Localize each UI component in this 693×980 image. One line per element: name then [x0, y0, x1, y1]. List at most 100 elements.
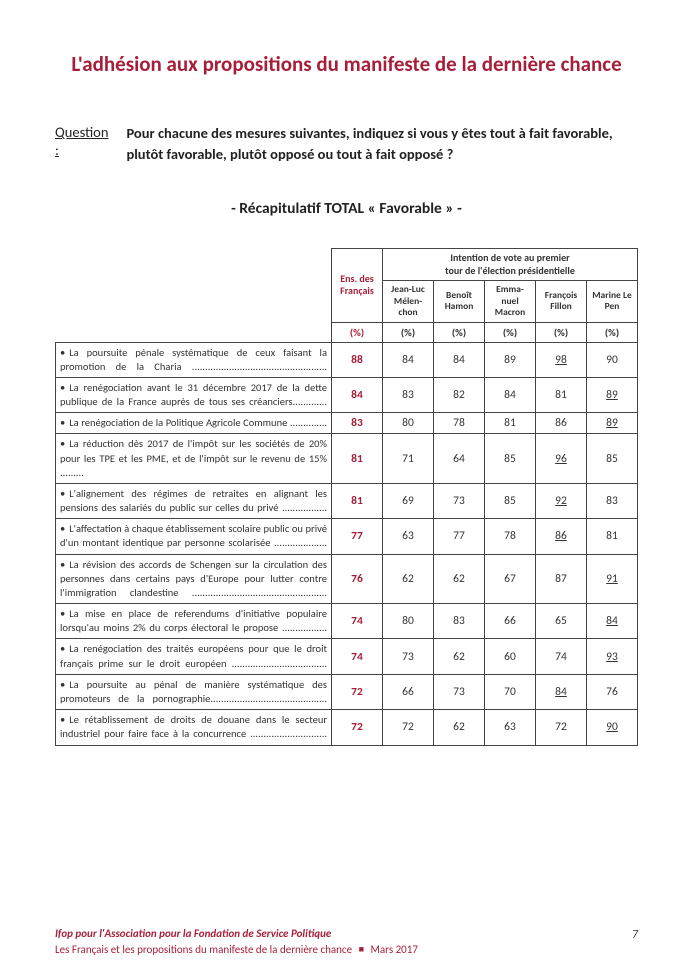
row-main-value: 72 — [332, 674, 383, 709]
results-table: Ens. des Français Intention de vote au p… — [55, 248, 638, 745]
footer-square-icon: ■ — [359, 944, 364, 955]
header-pct-2: (%) — [485, 322, 536, 342]
header-ens: Ens. des Français — [332, 249, 383, 322]
header-cand-1: Benoît Hamon — [434, 281, 485, 322]
row-cell: 85 — [587, 434, 638, 484]
table-row: •La mise en place de referendums d'initi… — [56, 604, 638, 639]
row-cell: 63 — [485, 710, 536, 745]
footer: Ifop pour l'Association pour la Fondatio… — [55, 926, 638, 958]
row-cell: 66 — [485, 604, 536, 639]
row-cell: 73 — [434, 674, 485, 709]
row-label: •La poursuite pénale systématique de ceu… — [56, 342, 332, 377]
table-row: •La révision des accords de Schengen sur… — [56, 554, 638, 604]
row-cell: 89 — [485, 342, 536, 377]
row-label: •La poursuite au pénal de manière systém… — [56, 674, 332, 709]
row-main-value: 74 — [332, 639, 383, 674]
row-cell: 81 — [587, 519, 638, 554]
row-main-value: 76 — [332, 554, 383, 604]
row-cell: 72 — [383, 710, 434, 745]
table-row: •La renégociation avant le 31 décembre 2… — [56, 377, 638, 412]
header-intention-l1: Intention de vote au premier — [450, 251, 569, 264]
row-cell: 89 — [587, 413, 638, 434]
row-cell: 60 — [485, 639, 536, 674]
row-label: •La mise en place de referendums d'initi… — [56, 604, 332, 639]
row-cell: 65 — [536, 604, 587, 639]
row-main-value: 77 — [332, 519, 383, 554]
row-cell: 81 — [536, 377, 587, 412]
row-label: •La renégociation des traités européens … — [56, 639, 332, 674]
row-label: •La renégociation de la Politique Agrico… — [56, 413, 332, 434]
page: L'adhésion aux propositions du manifeste… — [0, 0, 693, 980]
header-pct-3: (%) — [536, 322, 587, 342]
row-label: •La réduction dès 2017 de l'impôt sur le… — [56, 434, 332, 484]
row-cell: 98 — [536, 342, 587, 377]
row-cell: 67 — [485, 554, 536, 604]
row-cell: 71 — [383, 434, 434, 484]
row-cell: 74 — [536, 639, 587, 674]
footer-org: Ifop pour l'Association pour la Fondatio… — [55, 926, 638, 942]
question-block: Question : Pour chacune des mesures suiv… — [55, 123, 638, 165]
header-pct-1: (%) — [434, 322, 485, 342]
row-cell: 77 — [434, 519, 485, 554]
row-cell: 62 — [434, 554, 485, 604]
row-cell: 80 — [383, 413, 434, 434]
header-pct-0: (%) — [383, 322, 434, 342]
row-cell: 69 — [383, 483, 434, 518]
page-title: L'adhésion aux propositions du manifeste… — [55, 50, 638, 78]
header-intention-l2: tour de l'élection présidentielle — [445, 264, 575, 277]
table-row: •Le rétablissement de droits de douane d… — [56, 710, 638, 745]
header-pct-main: (%) — [332, 322, 383, 342]
row-cell: 82 — [434, 377, 485, 412]
row-cell: 86 — [536, 413, 587, 434]
row-cell: 81 — [485, 413, 536, 434]
row-cell: 92 — [536, 483, 587, 518]
row-cell: 80 — [383, 604, 434, 639]
row-cell: 84 — [536, 674, 587, 709]
row-cell: 85 — [485, 483, 536, 518]
question-label: Question : — [55, 123, 108, 165]
row-cell: 70 — [485, 674, 536, 709]
table-row: •L'affectation à chaque établissement sc… — [56, 519, 638, 554]
row-cell: 84 — [587, 604, 638, 639]
row-cell: 96 — [536, 434, 587, 484]
row-label: •L'alignement des régimes de retraites e… — [56, 483, 332, 518]
row-label: •La renégociation avant le 31 décembre 2… — [56, 377, 332, 412]
row-label: •L'affectation à chaque établissement sc… — [56, 519, 332, 554]
row-main-value: 88 — [332, 342, 383, 377]
row-cell: 93 — [587, 639, 638, 674]
page-number: 7 — [632, 927, 638, 944]
row-cell: 90 — [587, 710, 638, 745]
row-cell: 84 — [434, 342, 485, 377]
row-cell: 90 — [587, 342, 638, 377]
row-cell: 78 — [485, 519, 536, 554]
row-label: •La révision des accords de Schengen sur… — [56, 554, 332, 604]
row-cell: 85 — [485, 434, 536, 484]
header-cand-4: Marine Le Pen — [587, 281, 638, 322]
row-cell: 73 — [434, 483, 485, 518]
footer-subtitle: Les Français et les propositions du mani… — [55, 942, 638, 958]
row-cell: 64 — [434, 434, 485, 484]
row-cell: 63 — [383, 519, 434, 554]
row-cell: 83 — [587, 483, 638, 518]
row-cell: 83 — [434, 604, 485, 639]
row-cell: 62 — [383, 554, 434, 604]
table-row: •La renégociation des traités européens … — [56, 639, 638, 674]
table-body: •La poursuite pénale systématique de ceu… — [56, 342, 638, 745]
header-cand-2: Emma-nuel Macron — [485, 281, 536, 322]
row-cell: 72 — [536, 710, 587, 745]
header-cand-0: Jean-Luc Mélen-chon — [383, 281, 434, 322]
table-row: •La poursuite au pénal de manière systém… — [56, 674, 638, 709]
row-cell: 91 — [587, 554, 638, 604]
row-cell: 86 — [536, 519, 587, 554]
row-cell: 84 — [485, 377, 536, 412]
row-cell: 78 — [434, 413, 485, 434]
footer-sub-a: Les Français et les propositions du mani… — [55, 943, 352, 956]
table-header: Ens. des Français Intention de vote au p… — [56, 249, 638, 342]
table-subtitle: - Récapitulatif TOTAL « Favorable » - — [55, 199, 638, 218]
header-empty — [56, 249, 332, 342]
row-cell: 76 — [587, 674, 638, 709]
row-main-value: 74 — [332, 604, 383, 639]
row-main-value: 72 — [332, 710, 383, 745]
row-label: •Le rétablissement de droits de douane d… — [56, 710, 332, 745]
table-row: •La poursuite pénale systématique de ceu… — [56, 342, 638, 377]
